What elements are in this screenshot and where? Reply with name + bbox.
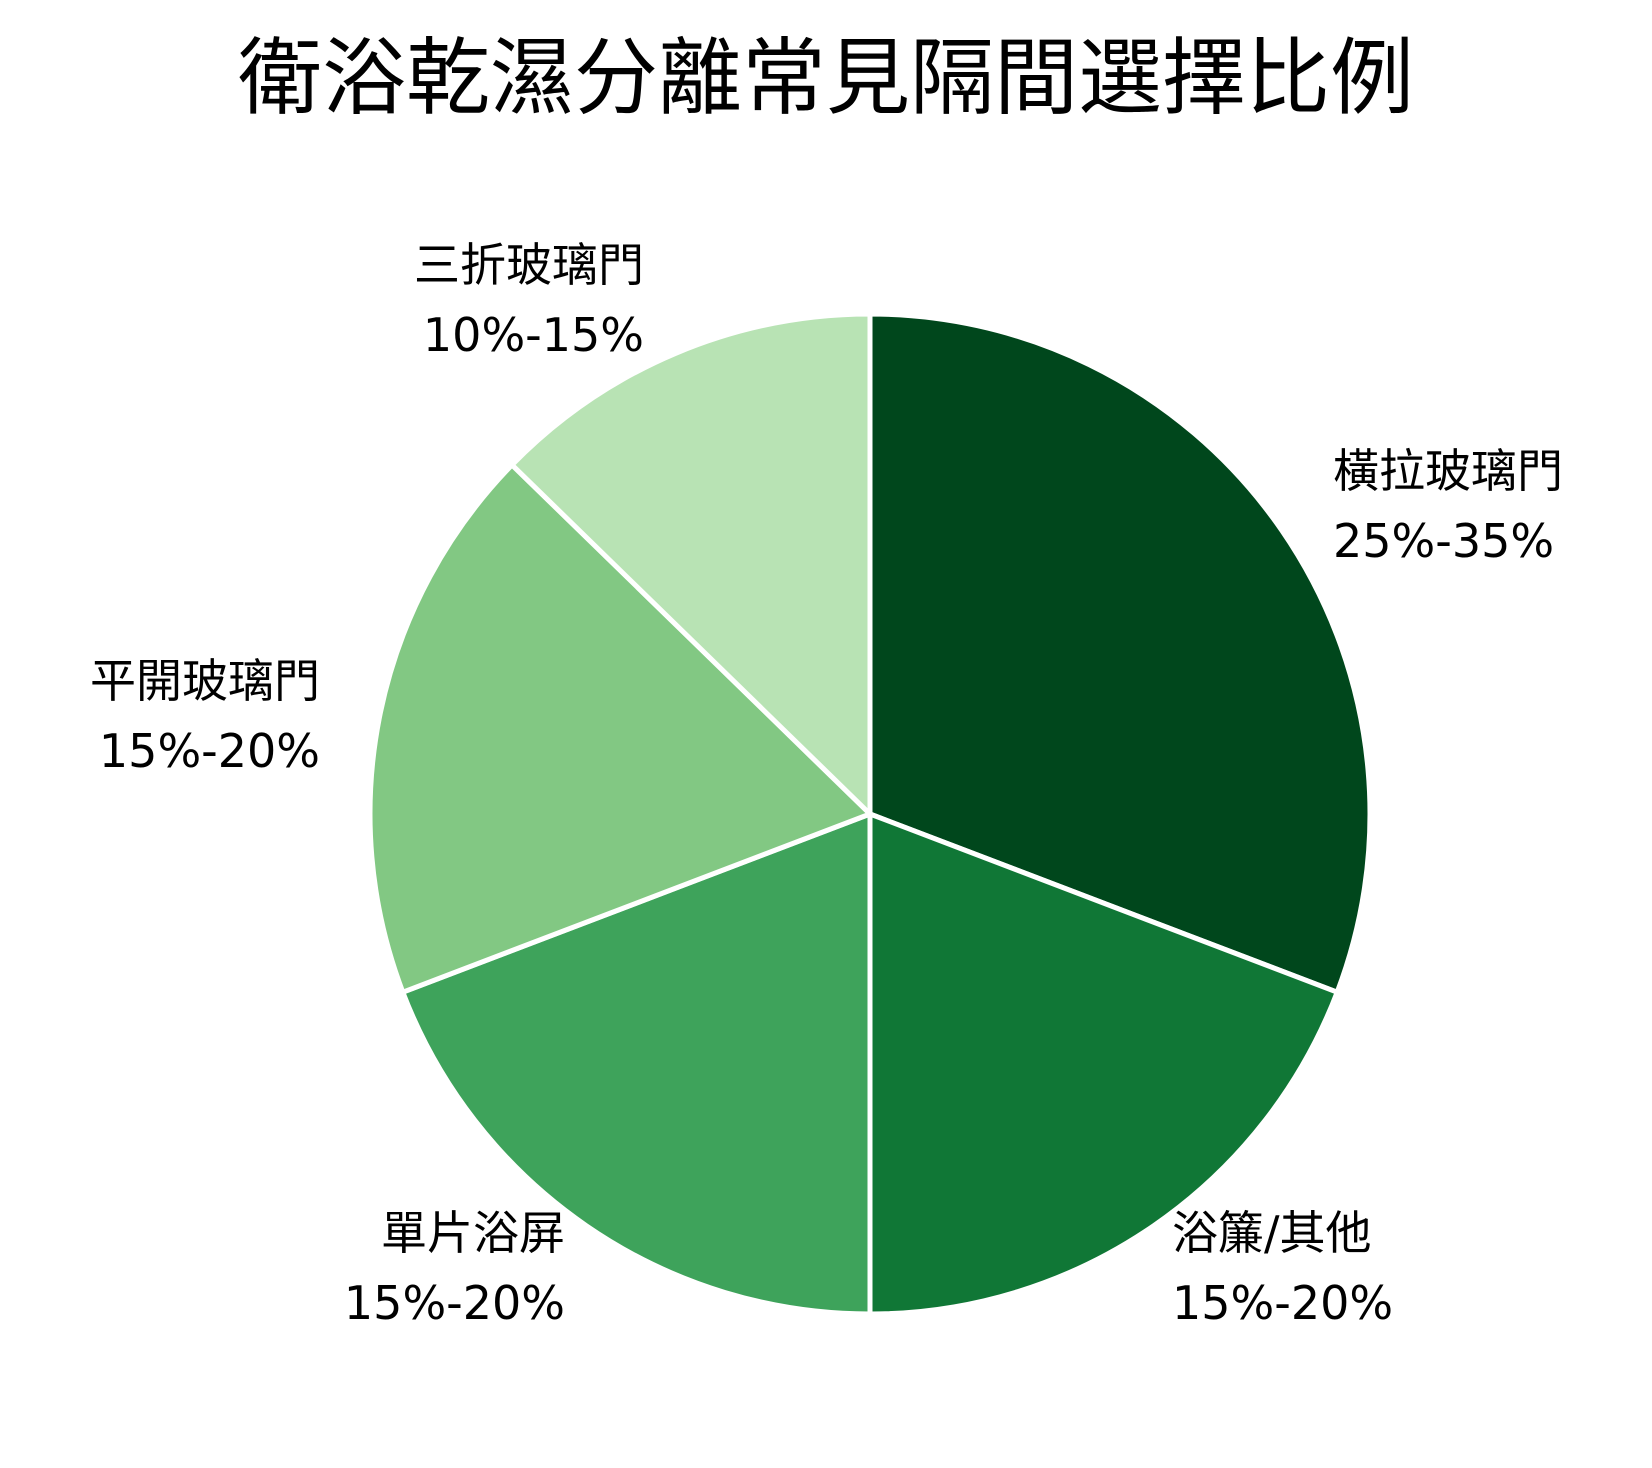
slice-label-name: 橫拉玻璃門 <box>1333 444 1563 498</box>
slice-label-name: 平開玻璃門 <box>90 654 320 708</box>
slice-label-name: 三折玻璃門 <box>414 238 644 292</box>
pie-slice <box>867 811 1340 1317</box>
slice-label-range: 25%-35% <box>1333 514 1554 568</box>
pie-slice <box>509 311 873 817</box>
pie-slice <box>400 811 873 1317</box>
pie-slice <box>367 462 873 995</box>
pie-slice <box>867 311 1373 995</box>
slice-label-range: 15%-20% <box>99 724 320 778</box>
slice-label-name: 浴簾/其他 <box>1172 1206 1372 1260</box>
slice-label-range: 10%-15% <box>423 308 644 362</box>
chart-title: 衛浴乾濕分離常見隔間選擇比例 <box>237 29 1414 127</box>
slice-label-range: 15%-20% <box>1172 1276 1393 1330</box>
slice-label-name: 單片浴屏 <box>381 1206 565 1260</box>
pie-labels: 橫拉玻璃門 25%-35% 浴簾/其他 15%-20% 單片浴屏 15%-20% 平開玻璃門… <box>90 238 1563 1330</box>
slice-label-range: 15%-20% <box>344 1276 565 1330</box>
pie-slices <box>367 311 1373 1317</box>
